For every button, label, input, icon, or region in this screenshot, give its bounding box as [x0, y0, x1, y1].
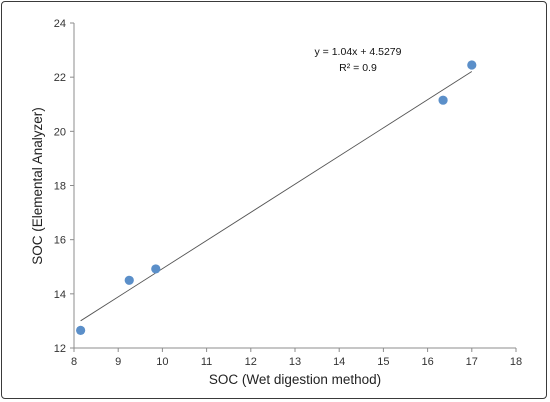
r-squared-label: R² = 0.9 [339, 62, 377, 74]
x-tick-label: 8 [71, 356, 77, 368]
data-point [438, 95, 448, 105]
y-tick-label: 20 [54, 126, 66, 138]
x-tick-label: 17 [466, 356, 478, 368]
data-point [76, 325, 86, 335]
trendline-equation: y = 1.04x + 4.5279 [315, 46, 402, 58]
data-point [124, 275, 134, 285]
x-tick-label: 11 [201, 356, 212, 368]
data-point [151, 264, 161, 274]
y-tick-label: 14 [54, 289, 66, 301]
data-point [467, 60, 477, 70]
y-tick-label: 16 [54, 235, 66, 247]
trendline [80, 71, 473, 322]
y-tick-labels: 12 14 16 18 20 22 24 [54, 18, 66, 355]
x-tick-label: 10 [156, 356, 168, 368]
x-tick-label: 18 [510, 356, 522, 368]
axes [70, 22, 517, 352]
y-tick-label: 22 [54, 72, 66, 84]
trendline-group [80, 71, 473, 322]
y-axis-title: SOC (Elemental Analyzer) [30, 107, 45, 265]
y-tick-label: 12 [54, 343, 66, 355]
y-tick-label: 24 [54, 18, 66, 30]
x-tick-label: 15 [377, 356, 389, 368]
x-tick-label: 13 [289, 356, 301, 368]
x-tick-label: 14 [333, 356, 345, 368]
x-axis-title: SOC (Wet digestion method) [209, 372, 381, 387]
x-tick-label: 9 [115, 356, 121, 368]
x-tick-label: 12 [245, 356, 257, 368]
x-tick-label: 16 [421, 356, 433, 368]
y-tick-label: 18 [54, 181, 66, 193]
data-points [76, 60, 477, 335]
x-tick-labels: 8 9 10 11 12 13 14 15 16 17 18 [71, 356, 522, 368]
